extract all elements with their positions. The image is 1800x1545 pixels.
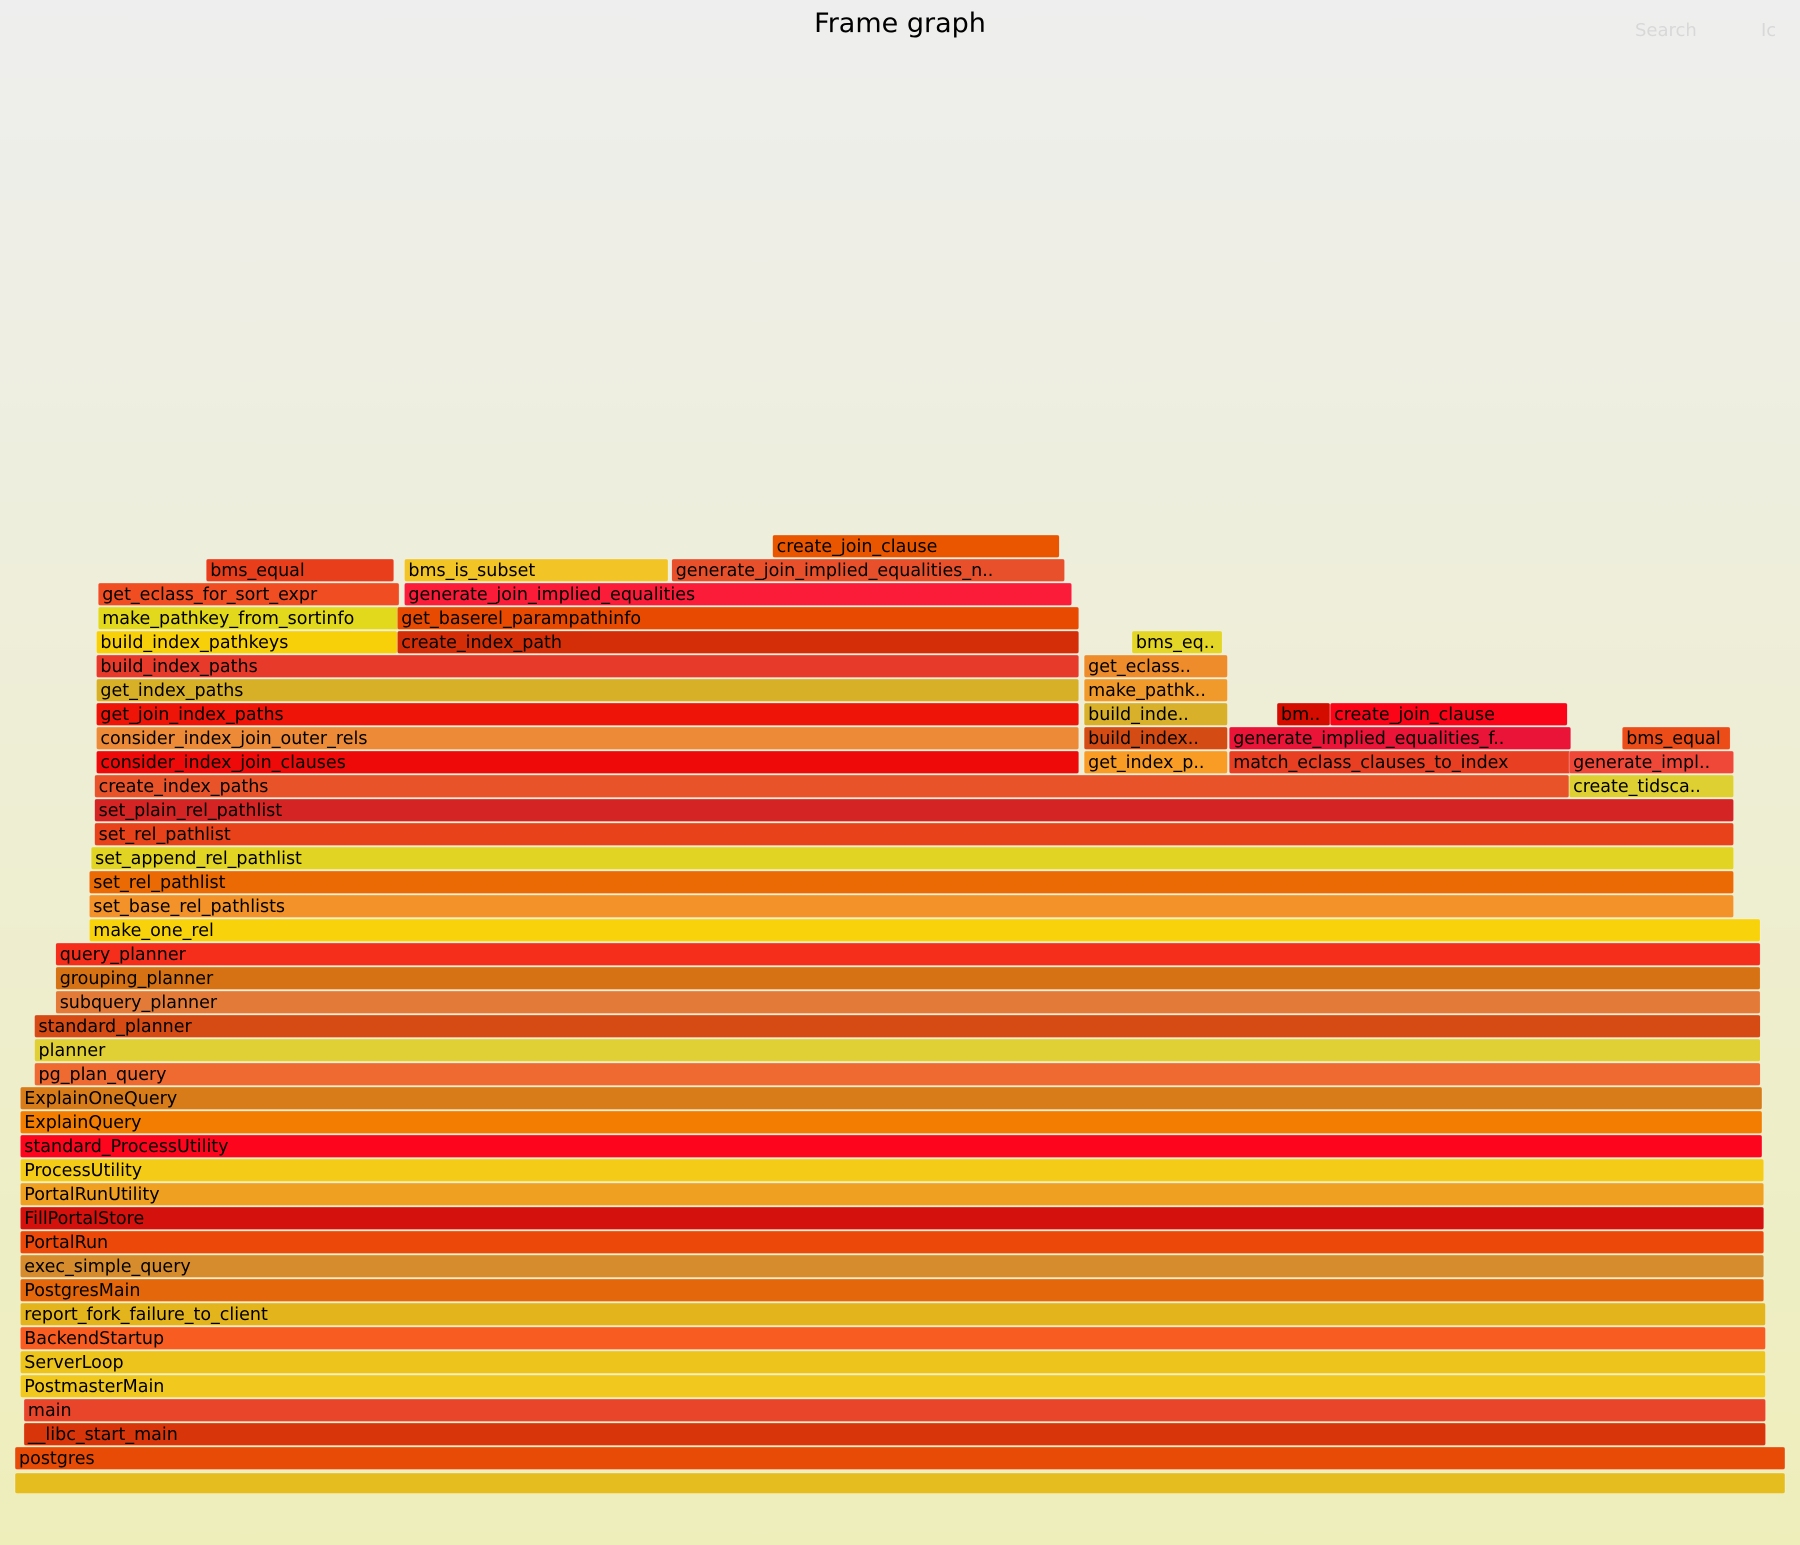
frame-51[interactable] [1228, 726, 1572, 750]
frame-32[interactable] [96, 678, 1080, 702]
frame-24[interactable] [89, 870, 1734, 894]
frame-41[interactable] [404, 558, 669, 582]
frame-44[interactable] [1083, 750, 1228, 774]
frame-49[interactable] [1131, 630, 1223, 654]
frame-2[interactable] [23, 1398, 1766, 1422]
frame-root[interactable] [14, 1472, 1786, 1494]
frame-36[interactable] [97, 582, 400, 606]
frame-43[interactable] [772, 534, 1060, 558]
frame-39[interactable] [396, 606, 1080, 630]
frame-15[interactable] [19, 1086, 1763, 1110]
frame-30[interactable] [96, 726, 1080, 750]
frame-5[interactable] [19, 1326, 1766, 1350]
frame-25[interactable] [90, 846, 1734, 870]
frame-6[interactable] [19, 1302, 1766, 1326]
frame-29[interactable] [96, 750, 1080, 774]
frame-1[interactable] [23, 1422, 1766, 1446]
frame-8[interactable] [19, 1254, 1765, 1278]
frame-50[interactable] [1228, 750, 1572, 774]
frame-55[interactable] [1568, 750, 1734, 774]
frame-38[interactable] [396, 630, 1080, 654]
frame-47[interactable] [1083, 678, 1228, 702]
chart-title: Frame graph [814, 8, 986, 39]
frame-13[interactable] [19, 1134, 1763, 1158]
frame-21[interactable] [55, 942, 1761, 966]
ignore-case-toggle[interactable]: Ic [1761, 20, 1777, 41]
frame-12[interactable] [19, 1158, 1765, 1182]
frame-26[interactable] [94, 822, 1734, 846]
frame-40[interactable] [404, 582, 1072, 606]
frame-22[interactable] [89, 918, 1761, 942]
frame-18[interactable] [34, 1014, 1761, 1038]
search-button[interactable]: Search [1635, 20, 1697, 41]
frame-11[interactable] [19, 1182, 1765, 1206]
frame-34[interactable] [96, 630, 398, 654]
frame-27[interactable] [94, 798, 1734, 822]
flame-frames: postgres__libc_start_mainmainPostmasterM… [14, 534, 1786, 1494]
frame-23[interactable] [89, 894, 1734, 918]
frame-14[interactable] [19, 1110, 1763, 1134]
frame-53[interactable] [1329, 702, 1568, 726]
frame-31[interactable] [96, 702, 1080, 726]
frame-7[interactable] [19, 1278, 1765, 1302]
frame-0[interactable] [14, 1446, 1786, 1470]
frame-46[interactable] [1083, 702, 1228, 726]
frame-56[interactable] [1621, 726, 1731, 750]
frame-48[interactable] [1083, 654, 1228, 678]
frame-28[interactable] [94, 774, 1570, 798]
frame-3[interactable] [19, 1374, 1766, 1398]
frame-17[interactable] [34, 1038, 1761, 1062]
frame-54[interactable] [1568, 774, 1734, 798]
frame-35[interactable] [97, 606, 400, 630]
frame-9[interactable] [19, 1230, 1765, 1254]
frame-42[interactable] [671, 558, 1065, 582]
frame-45[interactable] [1083, 726, 1228, 750]
frame-20[interactable] [55, 966, 1761, 990]
frame-10[interactable] [19, 1206, 1765, 1230]
frame-33[interactable] [96, 654, 1080, 678]
frame-19[interactable] [55, 990, 1761, 1014]
frame-4[interactable] [19, 1350, 1766, 1374]
frame-52[interactable] [1276, 702, 1331, 726]
frame-16[interactable] [34, 1062, 1761, 1086]
frame-37[interactable] [205, 558, 395, 582]
